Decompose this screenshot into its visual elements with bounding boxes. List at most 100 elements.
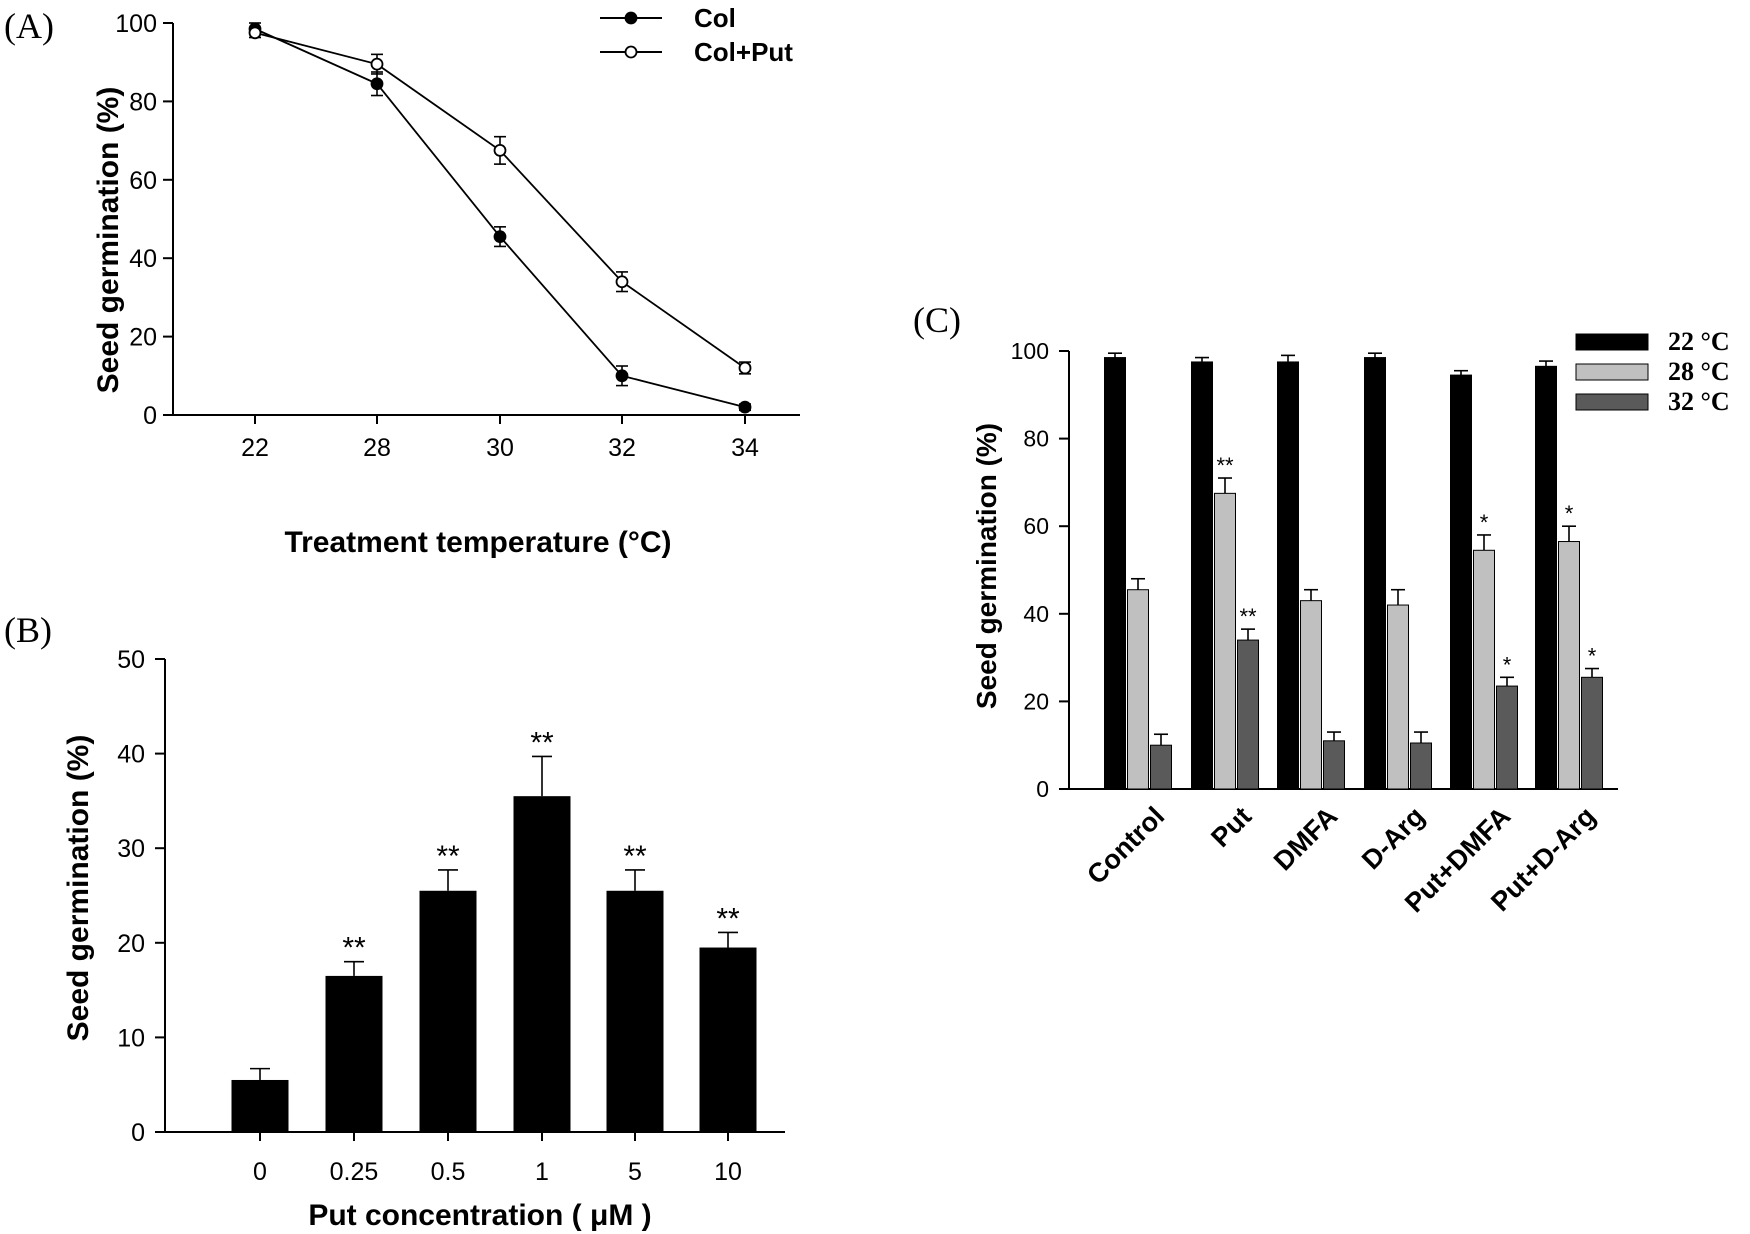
chart-a-legend-marker-1 bbox=[624, 11, 638, 25]
chart-c-legend-swatch-3 bbox=[1575, 393, 1649, 411]
chart-c-bar bbox=[1496, 685, 1518, 790]
chart-b-x-tick-label: 0.25 bbox=[330, 1158, 379, 1186]
chart-b-significance-label: ** bbox=[623, 840, 647, 873]
chart-c-y-tick-label: 60 bbox=[1023, 513, 1049, 539]
chart-a-series-line-1 bbox=[254, 28, 746, 409]
chart-a-x-tick-label: 22 bbox=[241, 434, 269, 462]
chart-a-x-tick-label: 34 bbox=[731, 434, 759, 462]
chart-a-point bbox=[493, 230, 507, 244]
chart-c-legend-swatch-2 bbox=[1575, 363, 1649, 381]
chart-c-bar bbox=[1104, 357, 1126, 790]
chart-c-legend-label-3: 32 °C bbox=[1668, 387, 1730, 416]
chart-c-legend-label-2: 28 °C bbox=[1668, 357, 1730, 386]
chart-c-legend-label-1: 22 °C bbox=[1668, 327, 1730, 356]
panel-label-b: (B) bbox=[4, 610, 52, 650]
chart-b-y-tick-label: 20 bbox=[117, 930, 145, 958]
chart-b-bar bbox=[513, 796, 571, 1132]
chart-c-significance-label: * bbox=[1588, 644, 1597, 669]
chart-b-x-tick-label: 10 bbox=[714, 1158, 742, 1186]
chart-c-significance-label: * bbox=[1565, 501, 1574, 526]
chart-c-ylabel: Seed germination (%) bbox=[971, 423, 1002, 709]
panel-label-a: (A) bbox=[4, 6, 54, 46]
chart-a-legend-label-1: Col bbox=[694, 3, 736, 33]
chart-c-legend-swatch-1 bbox=[1575, 333, 1649, 351]
chart-b-x-tick-label: 5 bbox=[628, 1158, 642, 1186]
chart-b-bar bbox=[231, 1079, 289, 1132]
chart-a-ylabel: Seed germination (%) bbox=[92, 87, 125, 394]
chart-c-bar bbox=[1191, 361, 1213, 790]
chart-a-x-tick-label: 32 bbox=[608, 434, 636, 462]
chart-c-bar bbox=[1535, 365, 1557, 790]
chart-c-x-tick-label: D-Arg bbox=[1356, 801, 1430, 875]
chart-b-x-tick-label: 1 bbox=[535, 1158, 549, 1186]
chart-b-significance-label: ** bbox=[342, 932, 366, 965]
chart-b-significance-label: ** bbox=[530, 726, 554, 759]
chart-a-point bbox=[615, 369, 629, 383]
chart-a-point bbox=[370, 77, 384, 91]
chart-a-legend-label-2: Col+Put bbox=[694, 37, 793, 67]
chart-b-bar bbox=[325, 975, 383, 1132]
chart-c-bar bbox=[1387, 604, 1409, 790]
chart-b-x-tick-label: 0 bbox=[253, 1158, 267, 1186]
chart-b-y-tick-label: 0 bbox=[131, 1119, 145, 1147]
chart-a-point bbox=[615, 275, 629, 289]
chart-c-significance-label: ** bbox=[1239, 604, 1257, 629]
chart-c-significance-label: * bbox=[1503, 652, 1512, 677]
chart-a-point bbox=[370, 57, 384, 71]
chart-c-bar bbox=[1127, 589, 1149, 790]
chart-a-point bbox=[248, 26, 262, 40]
chart-c-x-tick-label: DMFA bbox=[1268, 801, 1343, 876]
chart-a-y-tick-label: 40 bbox=[129, 245, 157, 273]
chart-a-xlabel: Treatment temperature (°C) bbox=[284, 526, 671, 559]
chart-c-bar bbox=[1581, 676, 1603, 790]
chart-b: Seed germination (%) Put concentration (… bbox=[62, 646, 785, 1232]
chart-b-ylabel: Seed germination (%) bbox=[62, 735, 95, 1042]
chart-c-y-tick-label: 20 bbox=[1023, 688, 1049, 714]
chart-b-xlabel: Put concentration ( μM ) bbox=[308, 1199, 651, 1232]
chart-c-bar bbox=[1558, 541, 1580, 790]
chart-a-y-tick-label: 0 bbox=[143, 402, 157, 430]
chart-a-point bbox=[738, 400, 752, 414]
chart-a-point bbox=[738, 361, 752, 375]
chart-b-y-tick-label: 50 bbox=[117, 646, 145, 674]
chart-a-point bbox=[493, 143, 507, 157]
chart-a-y-tick-label: 20 bbox=[129, 324, 157, 352]
chart-c-bar bbox=[1300, 600, 1322, 790]
chart-b-y-tick-label: 40 bbox=[117, 741, 145, 769]
chart-c-bar bbox=[1277, 361, 1299, 790]
chart-c-bar bbox=[1364, 357, 1386, 790]
chart-a-y-tick-label: 60 bbox=[129, 167, 157, 195]
chart-c-bar bbox=[1237, 639, 1259, 790]
chart-b-bar bbox=[699, 947, 757, 1132]
chart-a-series-line-2 bbox=[254, 31, 746, 369]
chart-b-y-tick-label: 30 bbox=[117, 835, 145, 863]
chart-c-y-tick-label: 100 bbox=[1011, 338, 1049, 364]
chart-b-significance-label: ** bbox=[716, 902, 740, 935]
panel-label-c: (C) bbox=[913, 300, 961, 340]
chart-a-y-tick-label: 80 bbox=[129, 88, 157, 116]
chart-a-legend-marker-2 bbox=[624, 45, 638, 59]
chart-a-x-tick-label: 28 bbox=[363, 434, 391, 462]
chart-c-y-tick-label: 80 bbox=[1023, 426, 1049, 452]
chart-a-x-tick-label: 30 bbox=[486, 434, 514, 462]
chart-a: Seed germination (%) Treatment temperatu… bbox=[92, 3, 800, 559]
chart-c-bar bbox=[1323, 740, 1345, 790]
chart-c-significance-label: * bbox=[1480, 510, 1489, 535]
chart-b-significance-label: ** bbox=[436, 840, 460, 873]
chart-b-y-tick-label: 10 bbox=[117, 1024, 145, 1052]
chart-c-x-tick-label: Control bbox=[1081, 801, 1170, 890]
chart-c-bar bbox=[1150, 744, 1172, 790]
chart-b-x-tick-label: 0.5 bbox=[431, 1158, 466, 1186]
chart-c-y-tick-label: 0 bbox=[1036, 776, 1049, 802]
chart-b-bar bbox=[419, 890, 477, 1132]
chart-c-bar bbox=[1450, 374, 1472, 790]
chart-b-bar bbox=[606, 890, 664, 1132]
chart-c-bar bbox=[1410, 742, 1432, 790]
chart-c-x-tick-label: Put bbox=[1205, 801, 1257, 853]
chart-c: Seed germination (%) 0 20 40 60 80 100 Control… bbox=[971, 327, 1730, 918]
chart-c-y-tick-label: 40 bbox=[1023, 601, 1049, 627]
chart-c-bar bbox=[1214, 492, 1236, 790]
chart-a-y-tick-label: 100 bbox=[115, 10, 157, 38]
chart-c-significance-label: ** bbox=[1216, 453, 1234, 478]
